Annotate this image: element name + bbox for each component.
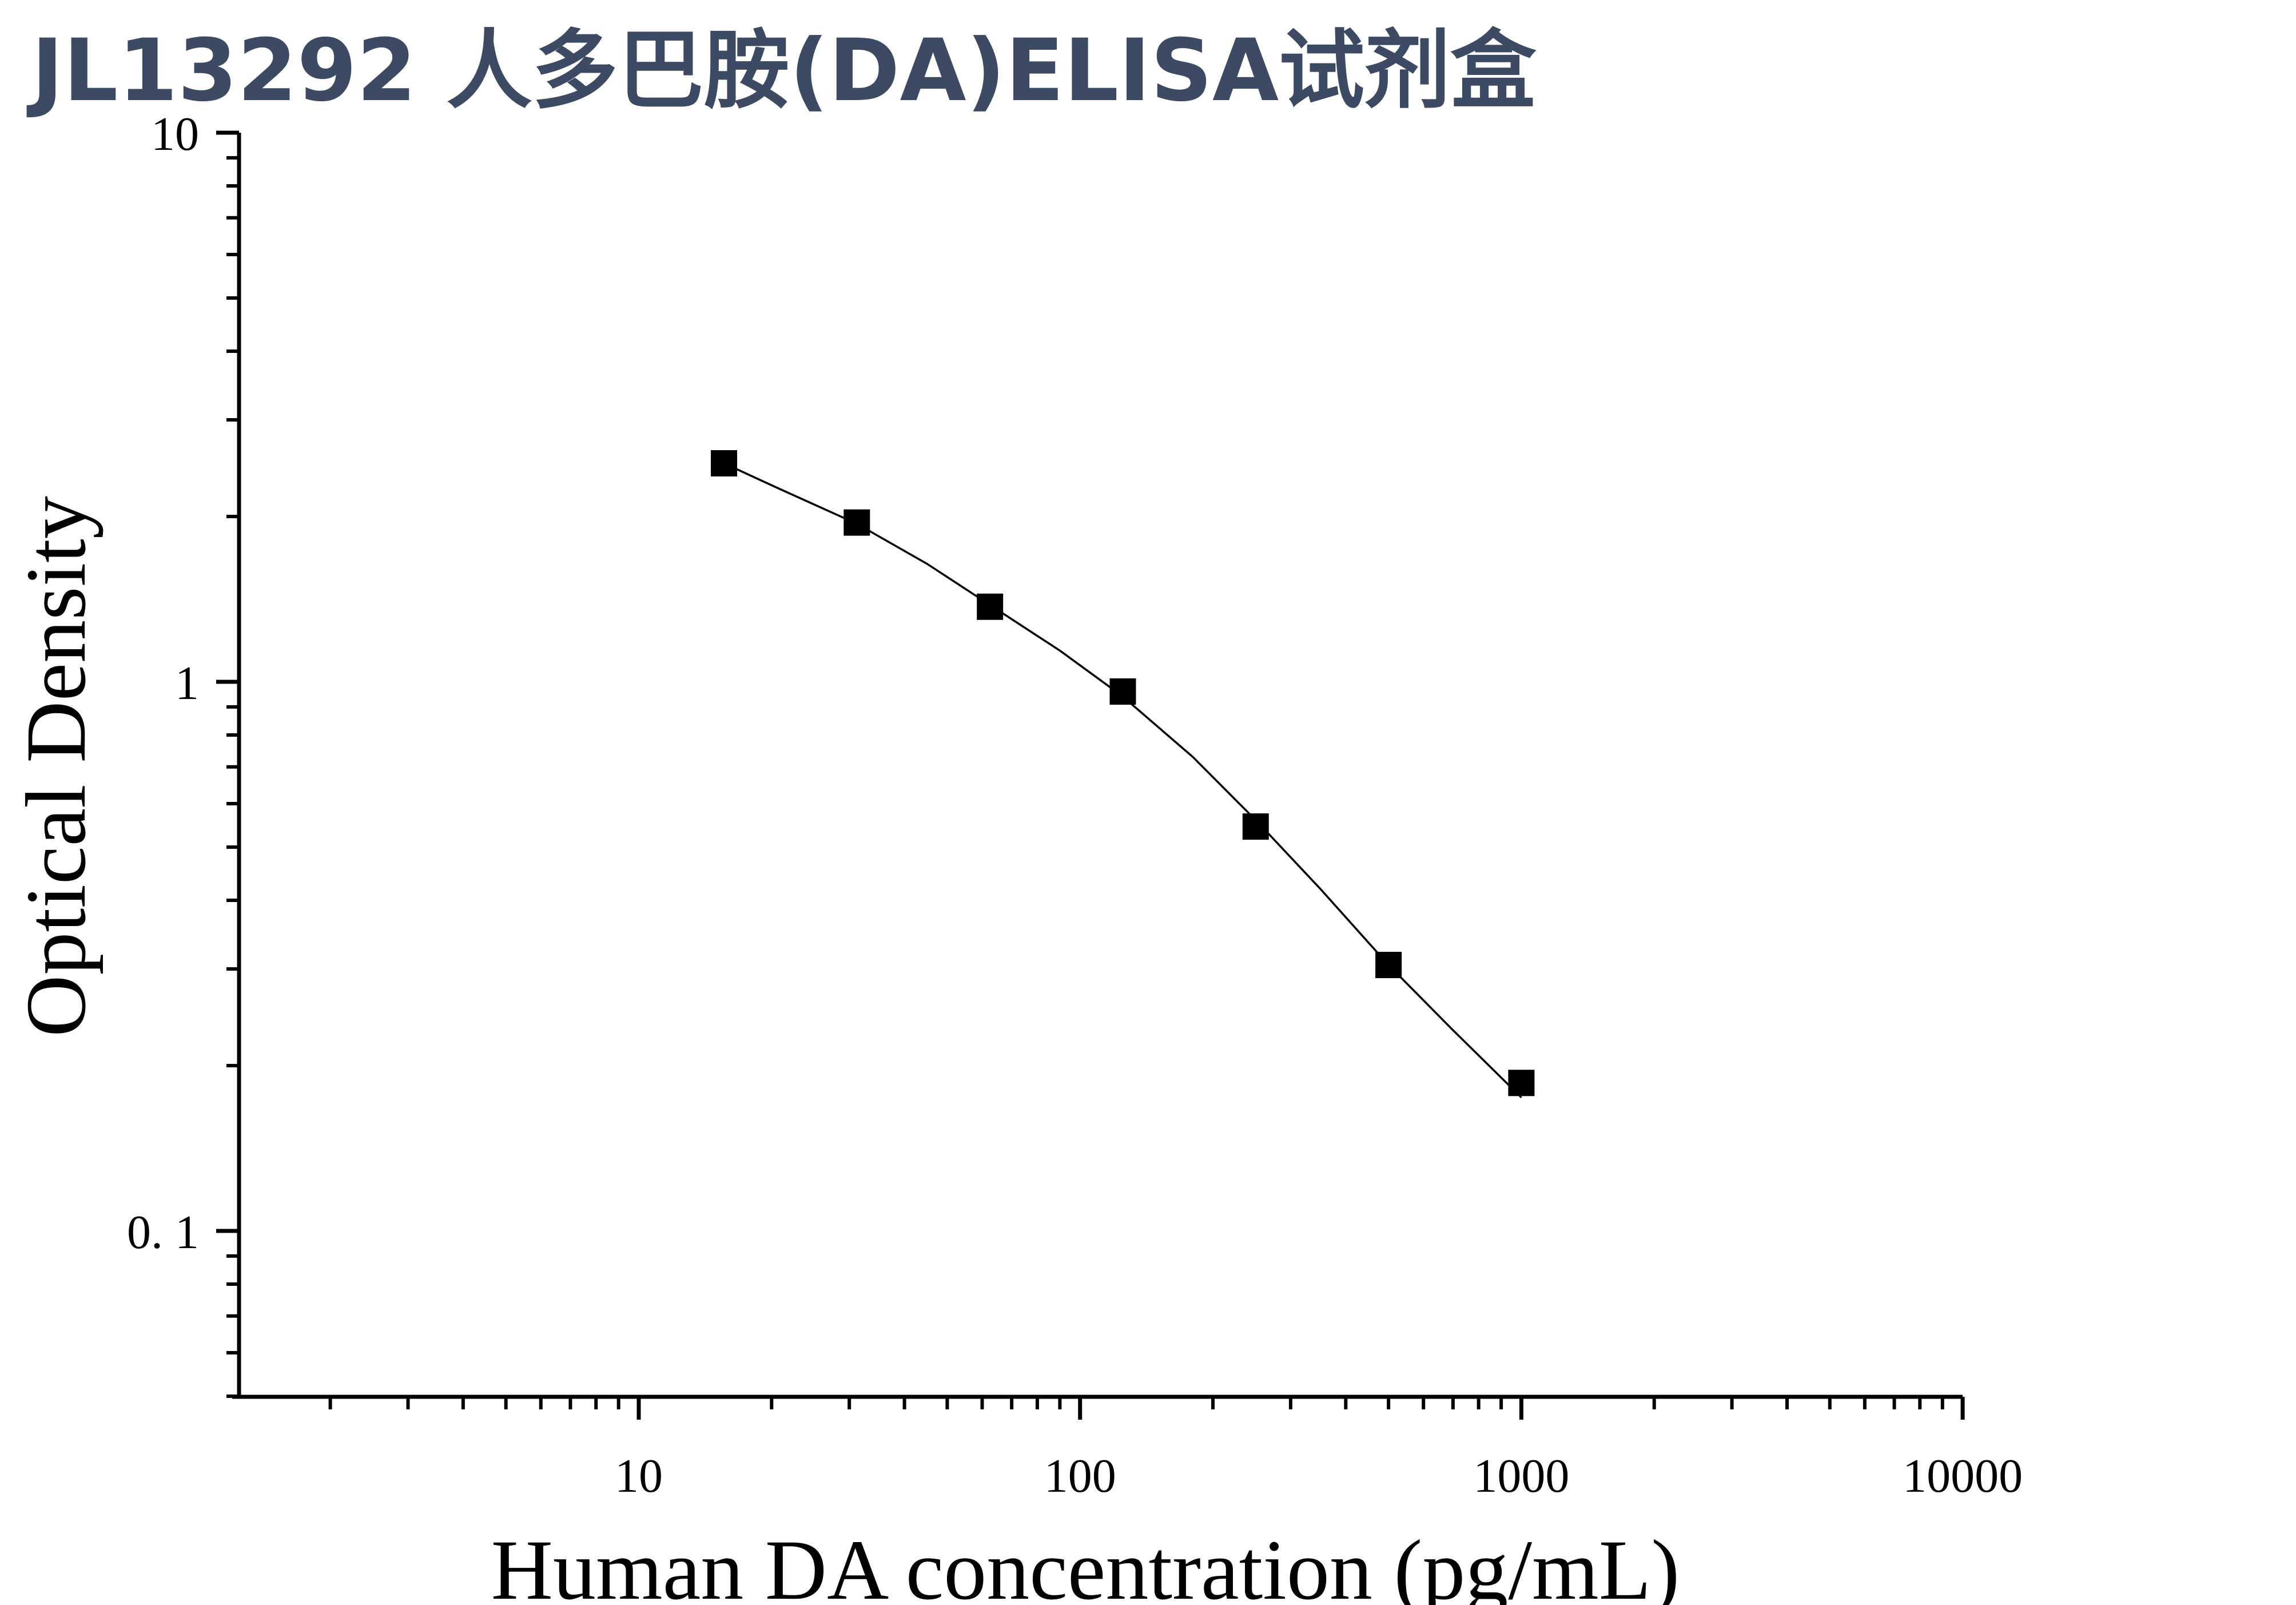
x-axis-label: Human DA concentration (pg/mL): [491, 1523, 1680, 1605]
y-tick-label: 1: [175, 657, 199, 710]
y-tick-label: 10: [151, 108, 199, 161]
data-point-marker: [1375, 952, 1402, 979]
x-tick-label: 1000: [1473, 1449, 1569, 1503]
data-point-marker: [977, 593, 1004, 620]
chart-title: JL13292 人多巴胺(DA)ELISA试剂盒: [26, 21, 1537, 121]
y-axis-label: Optical Density: [9, 496, 104, 1037]
data-point-marker: [711, 450, 738, 476]
x-ticks: [328, 1397, 1965, 1420]
data-markers: [711, 450, 1535, 1097]
data-point-marker: [1109, 678, 1136, 705]
data-point-marker: [1242, 813, 1269, 840]
data-point-marker: [843, 509, 870, 536]
x-tick-label: 10000: [1903, 1449, 2023, 1503]
y-tick-label: 0. 1: [127, 1206, 199, 1259]
axes: [232, 133, 1963, 1399]
fit-curve-line: [723, 462, 1522, 1098]
y-tick-labels: 10 1 0. 1: [127, 108, 199, 1259]
x-tick-label: 100: [1044, 1449, 1116, 1503]
x-tick-label: 10: [615, 1449, 663, 1503]
y-ticks: [216, 130, 239, 1398]
x-tick-labels: 10 100 1000 10000: [615, 1449, 2023, 1503]
data-point-marker: [1508, 1070, 1535, 1097]
